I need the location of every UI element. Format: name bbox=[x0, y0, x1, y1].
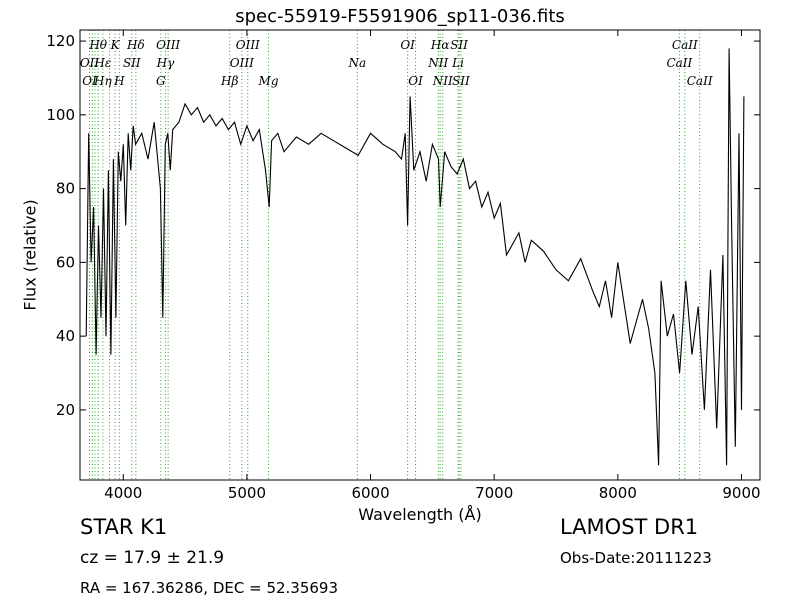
spectrum-line bbox=[85, 48, 745, 466]
spectral-line-label: Hγ bbox=[156, 56, 175, 70]
spectral-line-label: CaII bbox=[666, 56, 692, 70]
spectral-line-label: SII bbox=[450, 38, 468, 52]
spectral-line-label: Hδ bbox=[126, 38, 145, 52]
spectral-line-label: Mg bbox=[258, 74, 279, 88]
spectral-line-label: SII bbox=[123, 56, 141, 70]
spectral-line-label: NII bbox=[427, 56, 448, 70]
x-tick-label: 9000 bbox=[722, 484, 760, 502]
y-tick-label: 20 bbox=[56, 401, 75, 419]
spectral-line-label: CaII bbox=[672, 38, 698, 52]
spectral-line-label: OIII bbox=[156, 38, 180, 52]
spectral-line-label: OIII bbox=[230, 56, 254, 70]
x-axis-label: Wavelength (Å) bbox=[358, 505, 482, 524]
spectral-line-label: OI bbox=[400, 38, 415, 52]
spectral-line-label: Hα bbox=[430, 38, 450, 52]
coordinates-text: RA = 167.36286, DEC = 52.35693 bbox=[80, 579, 339, 597]
y-tick-label: 40 bbox=[56, 327, 75, 345]
redshift-text: cz = 17.9 ± 21.9 bbox=[80, 548, 225, 568]
spectral-line-label: Hη bbox=[93, 74, 112, 88]
x-tick-label: 4000 bbox=[104, 484, 142, 502]
spectral-line-label: OI bbox=[408, 74, 423, 88]
spectral-line-label: G bbox=[156, 74, 166, 88]
spectral-line-label: Hβ bbox=[220, 74, 238, 88]
spectral-line-label: SII bbox=[452, 74, 470, 88]
spectral-line-label: OIII bbox=[236, 38, 260, 52]
spectral-line-label: H bbox=[113, 74, 125, 88]
spectral-line-label: K bbox=[110, 38, 121, 52]
y-tick-label: 60 bbox=[56, 253, 75, 271]
y-tick-label: 120 bbox=[46, 32, 75, 50]
emission-line-markers bbox=[89, 30, 701, 480]
chart-title: spec-55919-F5591906_sp11-036.fits bbox=[235, 6, 565, 27]
spectral-line-label: CaII bbox=[687, 74, 713, 88]
spectral-line-label: Hθ bbox=[88, 38, 107, 52]
spectral-line-label: OII bbox=[80, 56, 100, 70]
spectral-line-label: Hε bbox=[93, 56, 111, 70]
x-tick-label: 5000 bbox=[228, 484, 266, 502]
observation-date: Obs-Date:20111223 bbox=[560, 549, 712, 567]
spectral-line-label: Li bbox=[451, 56, 464, 70]
axis-ticks: 4000 5000 6000 7000 8000 9000 20 40 60 80 100 120 bbox=[46, 30, 761, 502]
y-axis-label: Flux (relative) bbox=[20, 199, 40, 311]
spectral-line-label: OI bbox=[82, 74, 97, 88]
y-tick-label: 80 bbox=[56, 180, 75, 198]
y-tick-label: 100 bbox=[46, 106, 75, 124]
x-tick-label: 6000 bbox=[351, 484, 389, 502]
x-tick-label: 8000 bbox=[599, 484, 637, 502]
object-class: STAR K1 bbox=[80, 515, 168, 539]
spectral-line-label: Na bbox=[347, 56, 366, 70]
spectral-line-label: NII bbox=[432, 74, 453, 88]
plot-frame bbox=[79, 29, 761, 481]
survey-name: LAMOST DR1 bbox=[560, 515, 699, 539]
x-tick-label: 7000 bbox=[475, 484, 513, 502]
